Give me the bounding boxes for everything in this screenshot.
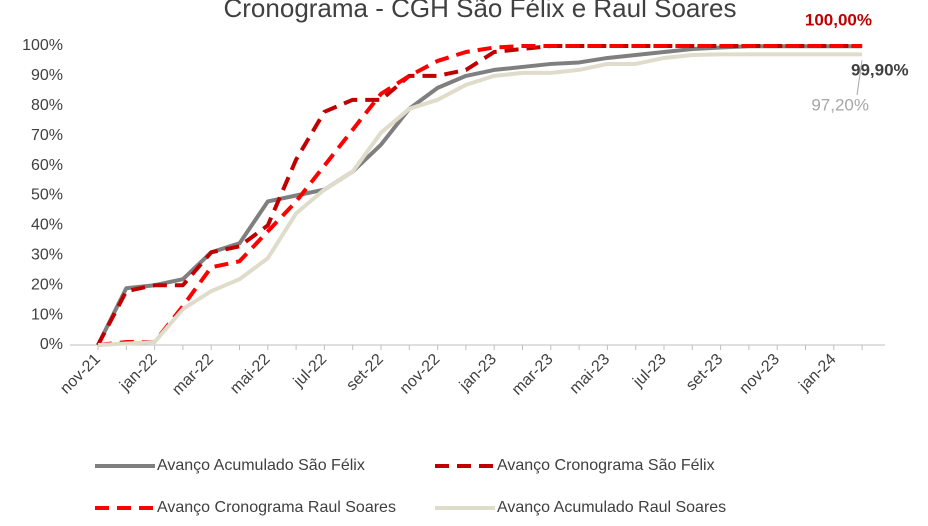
series-line (97, 44, 863, 347)
chart-title: Cronograma - CGH São Félix e Raul Soares (224, 0, 737, 23)
series-line (96, 44, 863, 346)
x-tick-label: mai-22 (227, 351, 274, 398)
data-label: 99,90% (851, 60, 909, 79)
y-tick-label: 0% (40, 336, 63, 353)
label-leader (856, 60, 863, 96)
x-tick-label: jan-24 (795, 351, 839, 395)
y-tick-label: 30% (31, 247, 63, 264)
x-tick-label: mai-23 (567, 351, 614, 398)
x-tick-label: nov-22 (397, 351, 444, 398)
data-label: 100,00% (805, 10, 872, 29)
legend-label: Avanço Acumulado São Félix (157, 457, 365, 474)
legend-label: Avanço Cronograma São Félix (497, 457, 715, 474)
x-tick-label: nov-23 (736, 351, 783, 398)
y-tick-label: 10% (31, 306, 63, 323)
x-tick-label: jan-23 (456, 351, 500, 395)
x-tick-label: jan-22 (116, 351, 160, 395)
x-tick-label: jul-23 (629, 351, 669, 391)
legend-label: Avanço Acumulado Raul Soares (497, 499, 726, 516)
y-tick-label: 60% (31, 157, 63, 174)
x-tick-label: jul-22 (290, 351, 330, 391)
data-label: 97,20% (811, 95, 869, 114)
y-tick-label: 40% (31, 217, 63, 234)
x-tick-label: set-22 (343, 351, 387, 395)
y-tick-label: 50% (31, 187, 63, 204)
x-tick-label: mar-23 (509, 351, 557, 399)
series-line (96, 44, 863, 346)
y-tick-label: 70% (31, 127, 63, 144)
y-tick-label: 100% (22, 37, 63, 54)
x-tick-label: set-23 (683, 351, 727, 395)
series-line (97, 52, 863, 347)
y-tick-label: 80% (31, 97, 63, 114)
x-tick-label: mar-22 (169, 351, 217, 399)
y-tick-label: 90% (31, 67, 63, 84)
y-tick-label: 20% (31, 276, 63, 293)
legend-label: Avanço Cronograma Raul Soares (157, 499, 396, 516)
x-tick-label: nov-21 (57, 351, 104, 398)
